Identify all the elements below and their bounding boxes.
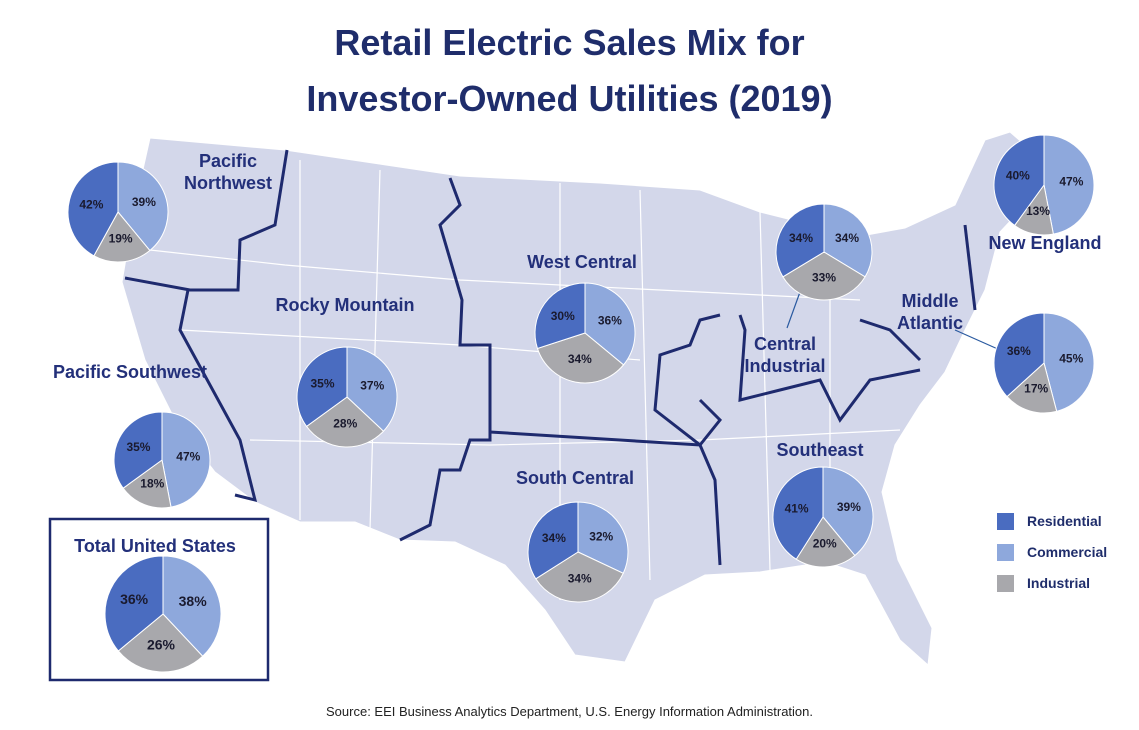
region-label: Pacific Northwest (183, 151, 272, 193)
legend-swatch (997, 513, 1014, 530)
leader-line (954, 329, 1001, 351)
value-label: 36% (1007, 344, 1031, 358)
pie-slice (162, 555, 222, 657)
value-label: 34% (542, 531, 566, 545)
region-label: South Central (515, 468, 634, 488)
total-box (48, 517, 270, 682)
value-label: 45% (1059, 352, 1083, 366)
value-label: 38% (179, 593, 208, 609)
value-label: 34% (568, 352, 592, 366)
region-label: West Central (527, 252, 637, 272)
pie-slice (782, 251, 866, 301)
pie-slice (775, 203, 825, 278)
value-label: 26% (147, 637, 176, 653)
value-label: 34% (835, 231, 859, 245)
pie-slice (993, 134, 1045, 227)
legend-swatch (997, 544, 1014, 561)
region-label: Middle Atlantic (896, 291, 963, 333)
pie-slice (534, 282, 586, 350)
pie-slice (536, 332, 625, 384)
value-label: 35% (310, 377, 334, 391)
value-label: 30% (551, 309, 575, 323)
title-line: Investor-Owned Utilities (2019) (306, 78, 833, 119)
value-label: 20% (813, 537, 837, 551)
value-label: 47% (176, 450, 200, 464)
pie-slice (527, 501, 579, 580)
pie-slice (117, 161, 169, 252)
value-label: 18% (140, 477, 164, 491)
region-label: Southeast (776, 440, 864, 460)
value-label: 41% (785, 501, 809, 515)
value-label: 28% (333, 417, 357, 431)
value-label: 34% (789, 231, 813, 245)
value-label: 33% (812, 271, 836, 285)
legend-label: Industrial (1027, 575, 1091, 591)
value-label: 42% (79, 197, 103, 211)
pie-slice (535, 551, 624, 603)
region-label: Central Industrial (744, 334, 826, 376)
pie-slice (1043, 312, 1095, 412)
value-label: 32% (589, 529, 613, 543)
region-label: Total United States (74, 536, 236, 556)
value-label: 47% (1059, 175, 1083, 189)
pie-slice (296, 346, 348, 428)
region-borders (124, 149, 977, 566)
region-label: Rocky Mountain (275, 295, 415, 315)
pie-slice (1043, 134, 1095, 235)
pie-slice (117, 613, 204, 673)
pie-slice (346, 346, 398, 432)
pie-slice (104, 555, 164, 652)
value-label: 40% (1006, 169, 1030, 183)
legend-swatch (997, 575, 1014, 592)
pie-slice (822, 466, 874, 557)
value-label: 39% (837, 500, 861, 514)
legend-label: Commercial (1027, 544, 1108, 560)
pie-slice (823, 203, 873, 278)
pie-slice (113, 411, 163, 489)
pie-slice (67, 161, 119, 257)
pie-slice (795, 516, 856, 568)
value-label: 37% (360, 378, 384, 392)
pie-slice (161, 411, 211, 508)
value-label: 17% (1024, 382, 1048, 396)
value-label: 39% (132, 195, 156, 209)
pie-slice (993, 312, 1045, 398)
pie-slice (93, 211, 151, 263)
pie-slice (1006, 362, 1058, 414)
pie-slice (577, 501, 629, 574)
leader-line (786, 291, 801, 329)
pie-slice (584, 282, 636, 366)
value-label: 13% (1026, 204, 1050, 218)
pie-slice (305, 396, 385, 448)
value-label: 35% (126, 440, 150, 454)
pie-slice (772, 466, 824, 560)
value-label: 36% (598, 313, 622, 327)
title-line: Retail Electric Sales Mix for (334, 22, 805, 63)
value-label: 36% (120, 591, 149, 607)
source: Source: EEI Business Analytics Departmen… (326, 704, 813, 719)
region-label: New England (988, 233, 1102, 253)
value-label: 34% (568, 572, 592, 586)
region-label: Pacific Southwest (52, 362, 208, 382)
pie-slice (122, 459, 172, 509)
value-label: 19% (109, 232, 133, 246)
legend-label: Residential (1027, 513, 1102, 529)
